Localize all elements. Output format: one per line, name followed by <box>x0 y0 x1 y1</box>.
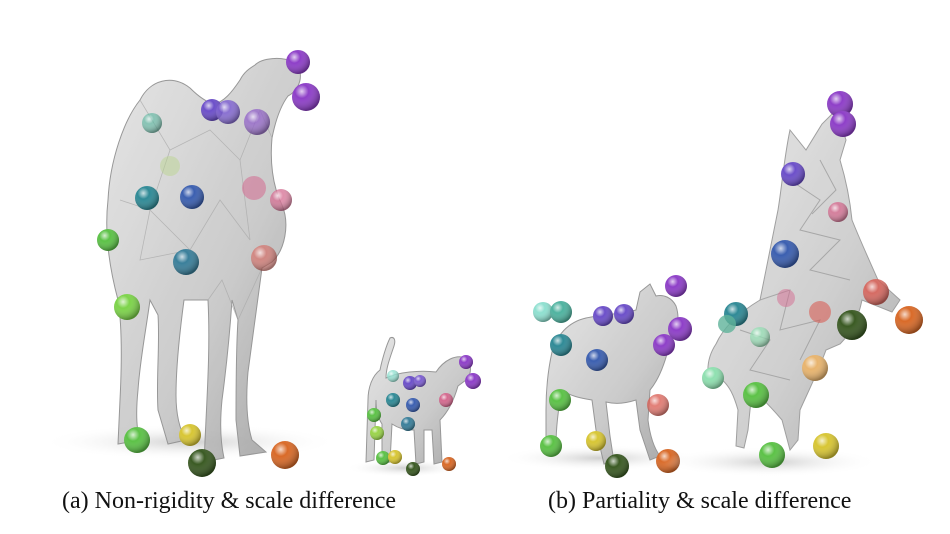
wolf-mesh <box>660 91 923 477</box>
dog-mesh <box>345 337 481 477</box>
dog-keypoints <box>367 355 481 476</box>
wolf-keypoints <box>702 91 923 468</box>
camel-mesh <box>40 50 340 477</box>
caption-panel-a: (a) Non-rigidity & scale difference <box>62 488 397 514</box>
cat-keypoints <box>533 275 692 478</box>
cat-mesh <box>500 275 700 478</box>
camel-keypoints <box>97 50 320 477</box>
caption-panel-b: (b) Partiality & scale difference <box>548 488 852 514</box>
